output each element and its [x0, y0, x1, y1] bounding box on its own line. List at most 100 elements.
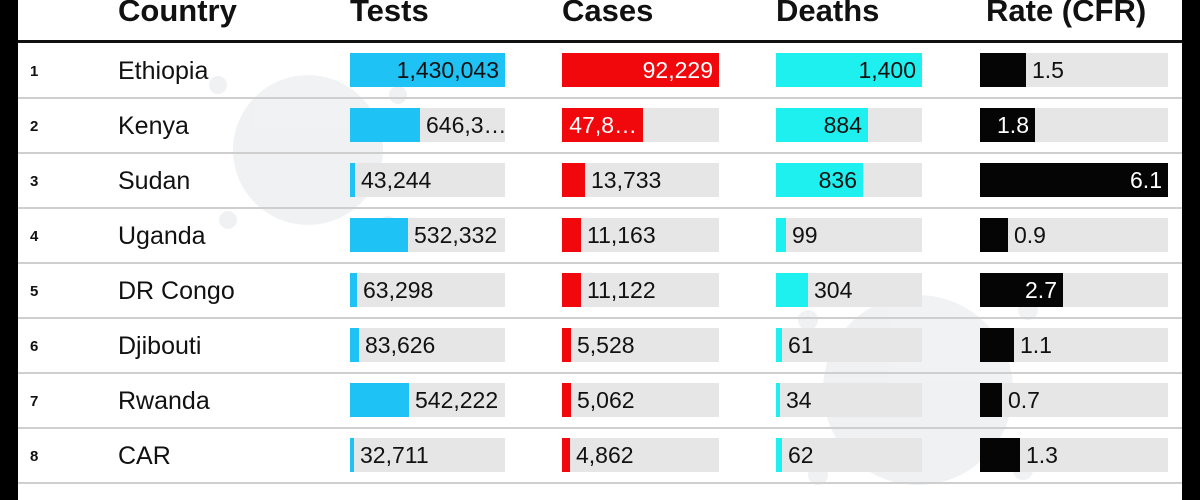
header-tests: Tests	[350, 0, 429, 28]
deaths-bar	[776, 438, 782, 472]
tests-cell: 646,3…	[350, 108, 507, 142]
tests-bar	[350, 383, 409, 417]
tests-value: 532,332	[414, 222, 498, 248]
deaths-cell: 34	[776, 383, 922, 417]
tests-value: 646,3…	[426, 112, 507, 138]
rate-cell: 0.7	[980, 383, 1168, 417]
cases-bar-track	[562, 438, 719, 472]
tests-cell: 32,711	[350, 438, 505, 472]
cases-bar-track	[562, 163, 719, 197]
cases-cell: 4,862	[562, 438, 719, 472]
row-divider	[18, 152, 1182, 154]
rate-cell: 1.5	[980, 53, 1168, 87]
row-country: Djibouti	[118, 332, 202, 360]
table-row: 2 Kenya 646,3… 47,8… 884 1.8	[18, 99, 1182, 154]
cases-bar	[562, 438, 570, 472]
cases-value: 11,163	[587, 222, 656, 248]
tests-cell: 532,332	[350, 218, 505, 252]
rate-cell: 1.1	[980, 328, 1168, 362]
rate-bar	[980, 53, 1026, 87]
cases-value: 5,062	[577, 387, 635, 413]
row-divider	[18, 262, 1182, 264]
cases-cell: 5,528	[562, 328, 719, 362]
deaths-value: 1,400	[858, 57, 916, 83]
tests-bar	[350, 273, 357, 307]
cases-bar	[562, 273, 581, 307]
cases-value: 4,862	[576, 442, 634, 468]
row-rank: 6	[30, 338, 39, 355]
tests-bar-track	[350, 328, 505, 362]
cases-cell: 11,122	[562, 273, 719, 307]
deaths-bar-track	[776, 218, 922, 252]
rate-cell: 2.7	[980, 273, 1168, 307]
rate-cell: 1.8	[980, 108, 1168, 142]
rate-bar	[980, 218, 1008, 252]
row-divider	[18, 317, 1182, 319]
tests-bar	[350, 438, 354, 472]
deaths-bar-track	[776, 383, 922, 417]
cases-cell: 13,733	[562, 163, 719, 197]
row-country: Sudan	[118, 167, 191, 195]
tests-cell: 43,244	[350, 163, 505, 197]
deaths-cell: 61	[776, 328, 922, 362]
row-rank: 3	[30, 173, 39, 190]
header-cases: Cases	[562, 0, 654, 28]
cases-value: 11,122	[587, 277, 656, 303]
deaths-value: 304	[814, 277, 853, 303]
rate-value: 2.7	[1025, 277, 1057, 303]
tests-bar-track	[350, 438, 505, 472]
tests-cell: 83,626	[350, 328, 505, 362]
header-divider	[18, 40, 1182, 43]
row-country: Uganda	[118, 222, 206, 250]
deaths-cell: 884	[776, 108, 922, 142]
deaths-bar	[776, 218, 786, 252]
rate-value: 0.9	[1014, 222, 1046, 248]
cases-bar-track	[562, 328, 719, 362]
row-rank: 4	[30, 228, 39, 245]
deaths-bar-track	[776, 328, 922, 362]
cases-bar	[562, 218, 581, 252]
row-rank: 1	[30, 63, 39, 80]
row-country: CAR	[118, 442, 171, 470]
tests-value: 83,626	[365, 332, 436, 358]
row-rank: 8	[30, 448, 39, 465]
tests-bar	[350, 108, 420, 142]
rate-value: 0.7	[1008, 387, 1040, 413]
deaths-cell: 1,400	[776, 53, 922, 87]
tests-cell: 1,430,043	[350, 53, 505, 87]
deaths-cell: 62	[776, 438, 922, 472]
table-row: 7 Rwanda 542,222 5,062 34 0.7	[18, 374, 1182, 429]
deaths-value: 62	[788, 442, 814, 468]
deaths-value: 34	[786, 387, 812, 413]
rate-value: 1.3	[1026, 442, 1058, 468]
cases-bar-track	[562, 218, 719, 252]
row-rank: 5	[30, 283, 39, 300]
row-rank: 7	[30, 393, 39, 410]
tests-value: 63,298	[363, 277, 434, 303]
deaths-value: 99	[792, 222, 818, 248]
deaths-bar-track	[776, 438, 922, 472]
tests-cell: 542,222	[350, 383, 505, 417]
rate-cell: 6.1	[980, 163, 1168, 197]
rate-value: 1.8	[997, 112, 1029, 138]
deaths-value: 884	[823, 112, 862, 138]
tests-bar-track	[350, 163, 505, 197]
table-row: 8 CAR 32,711 4,862 62 1.3	[18, 429, 1182, 484]
cases-bar-track	[562, 273, 719, 307]
deaths-value: 836	[818, 167, 857, 193]
tests-cell: 63,298	[350, 273, 505, 307]
cases-bar	[562, 383, 571, 417]
rate-bar-track	[980, 218, 1168, 252]
cases-cell: 11,163	[562, 218, 719, 252]
row-divider	[18, 482, 1182, 484]
tests-bar-track	[350, 273, 505, 307]
deaths-bar	[776, 53, 922, 87]
tests-value: 1,430,043	[396, 57, 499, 83]
tests-bar	[350, 218, 408, 252]
rate-bar	[980, 328, 1014, 362]
row-divider	[18, 207, 1182, 209]
cases-cell: 47,8…	[562, 108, 719, 142]
table-row: 3 Sudan 43,244 13,733 836 6.1	[18, 154, 1182, 209]
cases-value: 5,528	[577, 332, 635, 358]
header-rate: Rate (CFR)	[986, 0, 1147, 28]
